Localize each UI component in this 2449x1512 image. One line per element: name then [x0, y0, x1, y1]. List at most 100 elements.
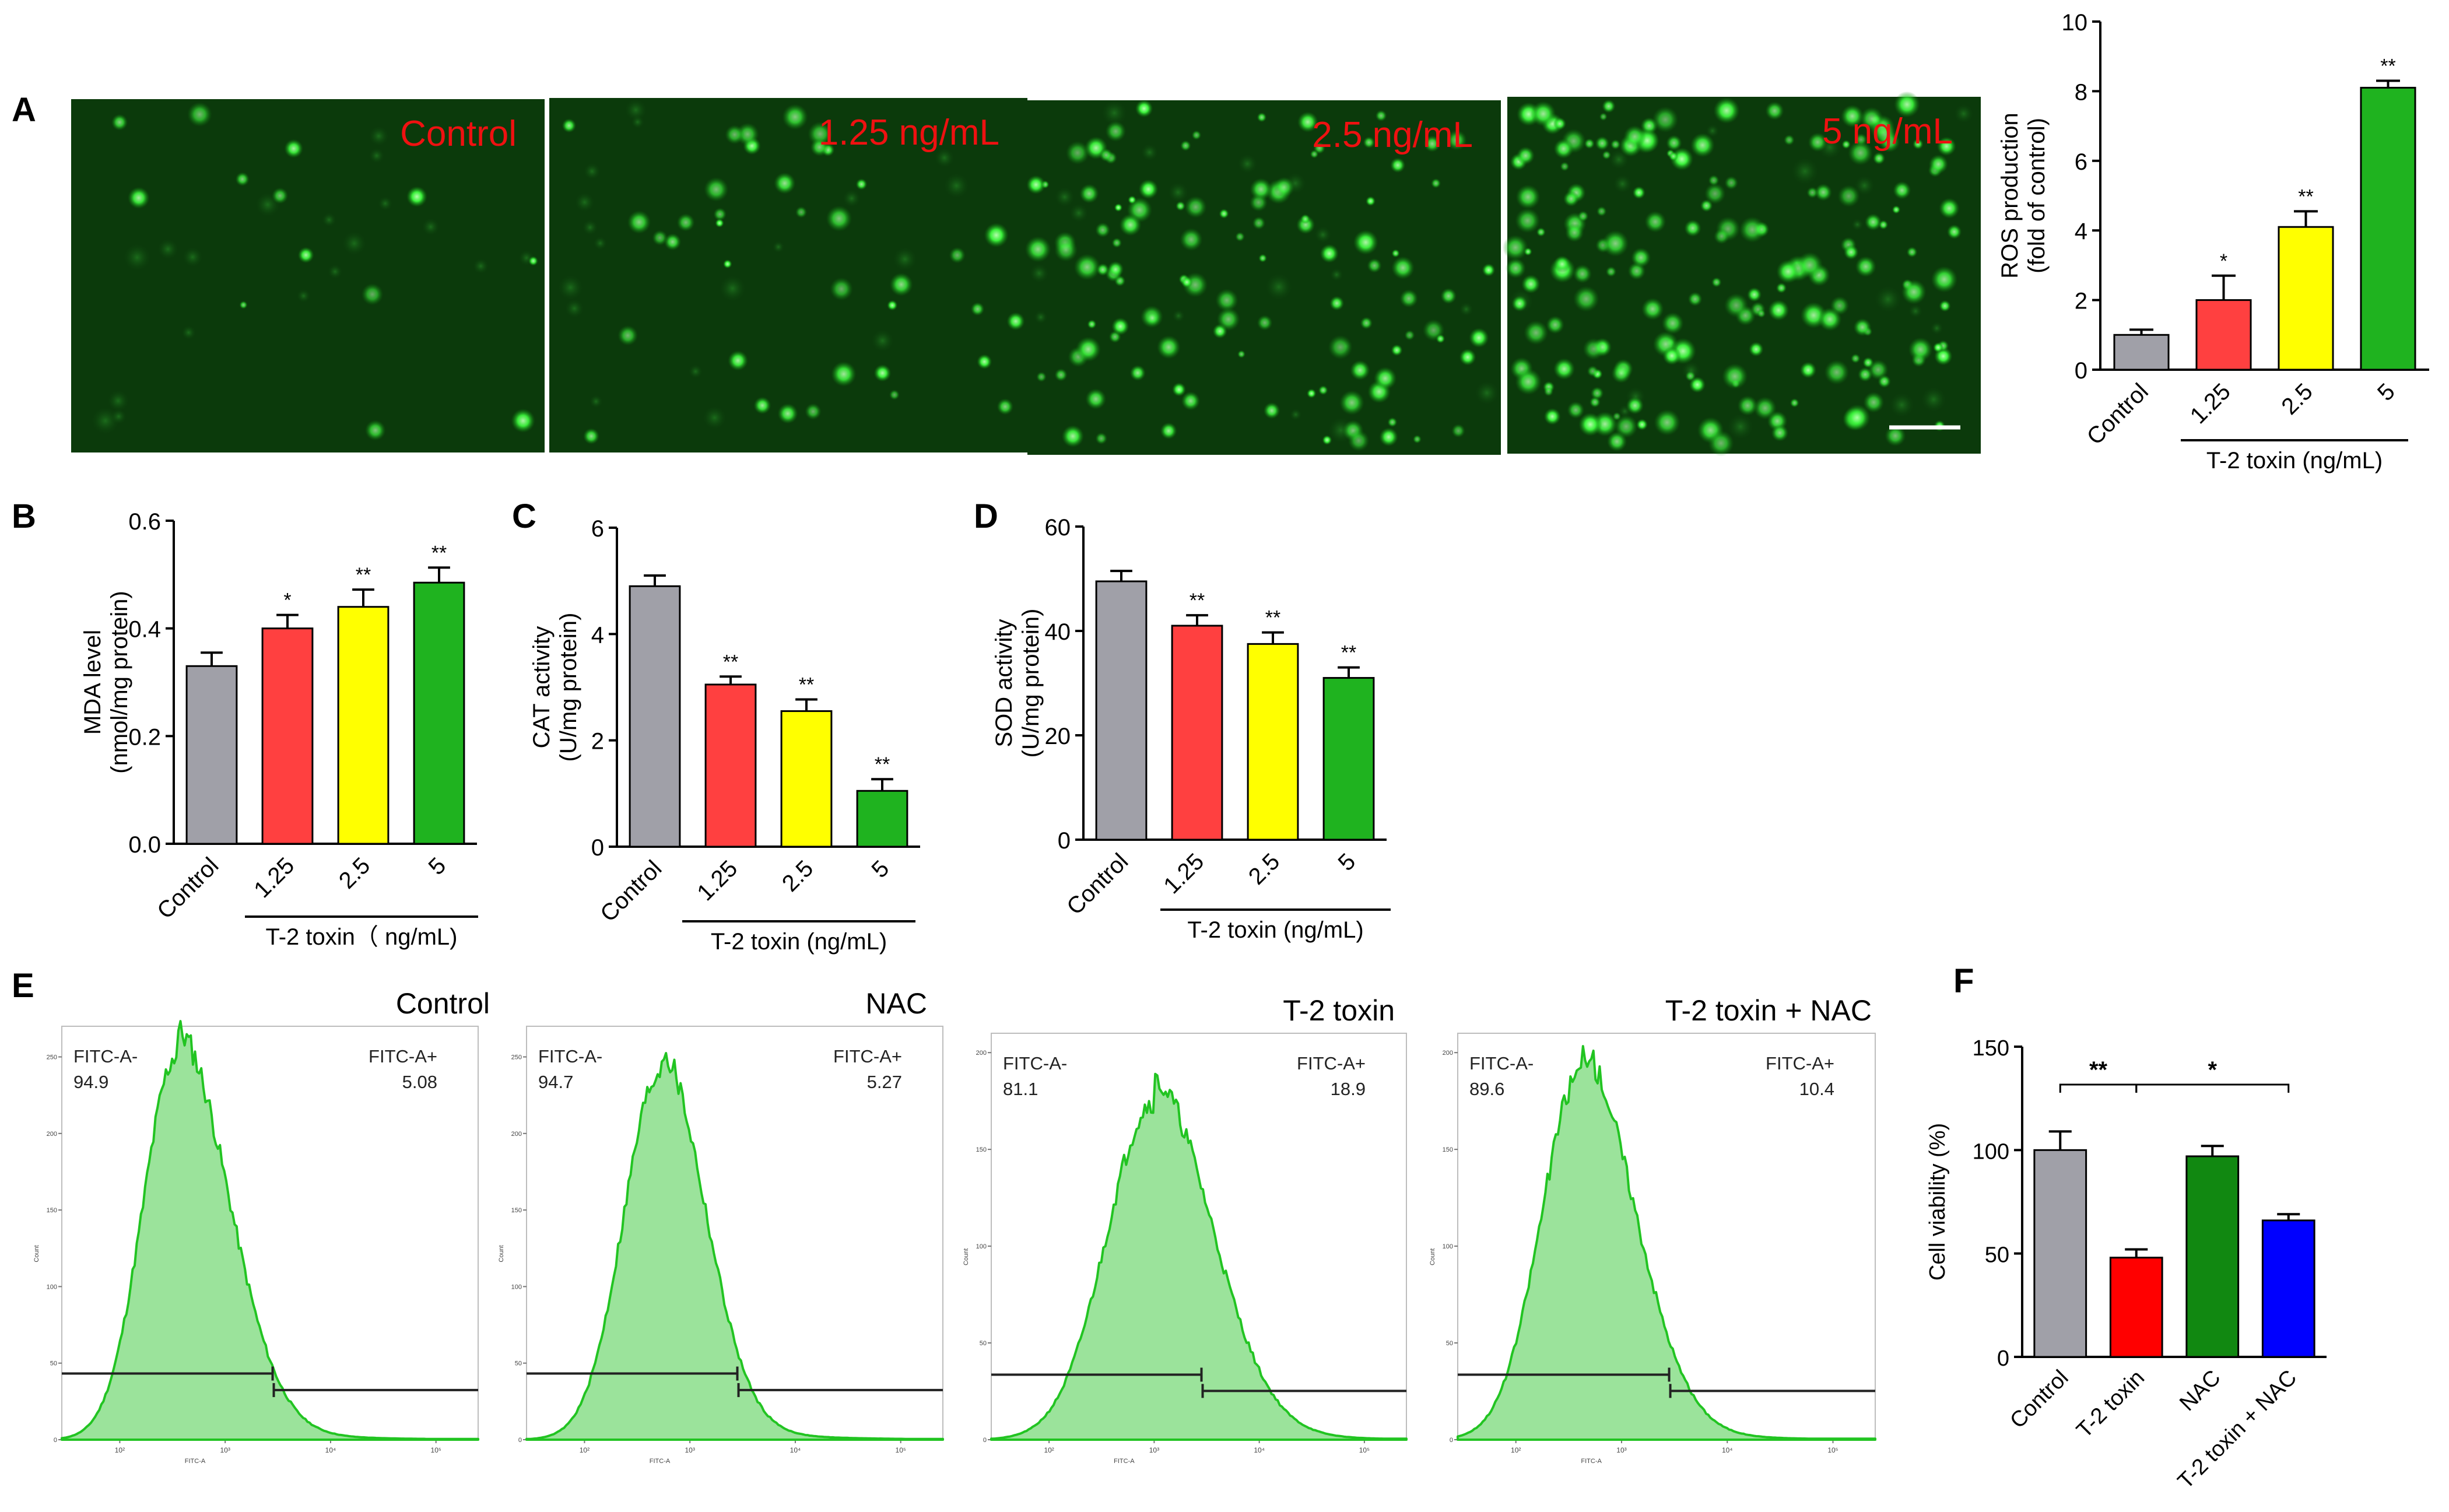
- fluorescent-cell: [1114, 203, 1123, 212]
- y-axis-label: Count: [1429, 1248, 1436, 1265]
- fluorescent-cell: [810, 138, 829, 157]
- fluorescent-cell: [235, 172, 250, 187]
- dim-cell: [1954, 104, 1974, 124]
- fluorescent-cell: [1365, 196, 1376, 206]
- x-tick-label: 10³: [1149, 1446, 1159, 1454]
- dim-cell: [1706, 124, 1720, 138]
- micrograph-label: 1.25 ng/mL: [819, 113, 999, 153]
- gate-left-value: 81.1: [1003, 1079, 1038, 1099]
- gate-left-label: FITC-A-: [1003, 1053, 1067, 1074]
- bar: [1322, 677, 1375, 841]
- fluorescent-cell: [583, 428, 600, 445]
- x-axis-label: FITC-A: [1114, 1458, 1135, 1465]
- y-tick-label: 2: [591, 729, 604, 755]
- dim-cell: [1289, 408, 1302, 421]
- fluorescent-cell: [562, 118, 577, 133]
- fluorescent-cell: [676, 213, 695, 232]
- fluorescent-cell: [1252, 216, 1266, 230]
- fluorescent-cell: [1482, 263, 1496, 277]
- fluorescent-cell: [715, 218, 724, 228]
- fluorescent-cell: [1708, 174, 1720, 186]
- fluorescent-cell: [889, 389, 900, 401]
- panel-label-a: A: [12, 91, 36, 129]
- fluorescent-cell: [617, 325, 638, 346]
- x-tick-label: 10²: [580, 1446, 590, 1454]
- bar: [185, 665, 238, 845]
- y-tick-label: 150: [976, 1146, 987, 1153]
- fluorescent-cell: [1135, 99, 1153, 118]
- gate-right-value: 5.08: [402, 1072, 437, 1092]
- fluorescent-cell: [1026, 175, 1046, 195]
- fluorescent-cell: [713, 208, 727, 221]
- fluorescent-cell: [1367, 258, 1382, 273]
- histogram-title: T-2 toxin + NAC: [1665, 994, 1872, 1027]
- x-axis-label: FITC-A: [650, 1458, 671, 1465]
- dim-cell: [1727, 413, 1754, 440]
- fluorescent-cell: [1215, 289, 1238, 312]
- fluorescent-cell: [1939, 198, 1960, 219]
- fluorescent-cell: [1273, 177, 1295, 198]
- fluorescent-cell: [1644, 211, 1666, 233]
- y-axis-label-line: (fold of control): [2024, 118, 2050, 273]
- panel-label-b: B: [12, 497, 36, 535]
- y-tick-label: 0: [983, 1437, 987, 1444]
- fluorescent-cell: [511, 408, 535, 433]
- y-tick-label: 60: [1045, 515, 1071, 541]
- fluorescent-cell: [725, 125, 745, 145]
- x-tick-label: 2.5: [777, 855, 818, 896]
- gate-right-value: 18.9: [1331, 1079, 1366, 1099]
- significance-label: **: [2380, 55, 2395, 77]
- histogram-curve: [1457, 1045, 1876, 1441]
- fluorescent-cell: [1306, 388, 1317, 398]
- y-tick-label: 0.0: [128, 832, 161, 858]
- fluorescent-cell: [1105, 121, 1127, 142]
- fluorescent-cell: [1776, 282, 1787, 294]
- micrograph-background: [71, 99, 545, 452]
- fluorescent-cell: [1553, 117, 1567, 131]
- bar: [704, 683, 757, 848]
- bar: [2278, 226, 2334, 371]
- y-tick-label: 0: [54, 1437, 57, 1444]
- fluorescent-cell: [1724, 176, 1739, 190]
- fluorescent-cell: [406, 186, 427, 208]
- x-tick-label: NAC: [2175, 1366, 2225, 1416]
- gate-right-label: FITC-A+: [1766, 1053, 1834, 1074]
- sod-bar-chart: 0 20 40 60 SOD activity(U/mg protein) Control…: [991, 515, 1391, 943]
- fluorescent-cell: [1257, 314, 1273, 331]
- fluorescent-cell: [1258, 254, 1268, 263]
- significance-label: **: [356, 564, 371, 586]
- fluorescent-cell: [187, 101, 212, 127]
- fluorescent-cell: [1713, 97, 1740, 124]
- bar: [2185, 1155, 2240, 1358]
- dim-cell: [1921, 387, 1946, 412]
- fluorescent-cell: [1024, 236, 1051, 262]
- x-axis-label: T-2 toxin (ng/mL): [2206, 448, 2383, 473]
- x-tick-label: 2.5: [1244, 848, 1285, 889]
- cat-bar-chart: 0 2 4 6 CAT activity(U/mg protein) Control ** 1…: [529, 516, 920, 955]
- dim-cell: [1851, 218, 1864, 231]
- fluorescent-cell: [1864, 213, 1882, 231]
- fluorescent-cell: [1776, 259, 1801, 284]
- significance-label: **: [1265, 607, 1280, 629]
- y-tick-label: 4: [591, 622, 604, 648]
- x-tick-label: 10²: [1044, 1446, 1054, 1454]
- fluorescent-cell: [722, 259, 732, 269]
- fluorescent-cell: [1391, 344, 1403, 356]
- histogram-curve: [990, 1072, 1408, 1441]
- fluorescent-cell: [1300, 213, 1311, 224]
- y-tick-label: 10: [2062, 10, 2088, 36]
- fluorescent-cell: [1577, 211, 1589, 222]
- fluorescent-cell: [1596, 206, 1607, 217]
- dim-cell: [1791, 157, 1819, 185]
- ros-bar-chart: 0 2 4 6 8 10 ROS production(fold of control) Co…: [1997, 10, 2429, 473]
- dim-cell: [1237, 154, 1257, 174]
- dim-cell: [1613, 174, 1632, 194]
- fluorescent-cell: [1502, 234, 1528, 261]
- dim-cell: [1069, 204, 1089, 223]
- y-tick-label: 50: [1985, 1243, 2009, 1268]
- histogram-2: NAC 0 50 100 150 200 250 10² 10³ 10⁴ 10⁵ FITC-A Coun…: [498, 987, 944, 1465]
- fluorescent-cell: [1350, 360, 1370, 381]
- fluorescent-cell: [970, 302, 985, 316]
- fluorescent-cell: [1893, 91, 1920, 118]
- fluorescent-cell: [1521, 274, 1541, 294]
